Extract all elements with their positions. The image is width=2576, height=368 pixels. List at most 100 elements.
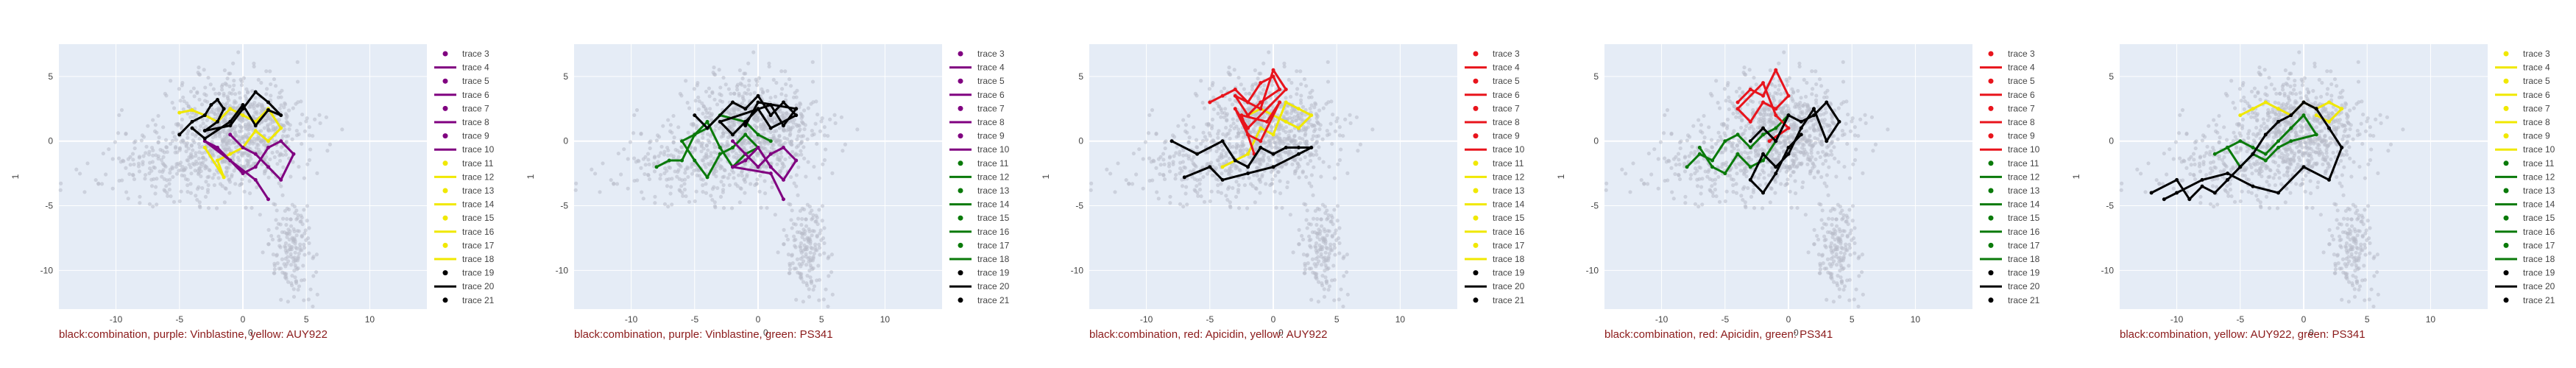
background-point [1839,279,1844,284]
background-point [830,292,835,297]
background-point [1234,150,1238,155]
background-point [1335,219,1340,223]
background-point [819,238,824,242]
background-point [700,101,704,105]
background-point [1291,109,1295,113]
background-point [1155,190,1159,194]
background-point [1337,125,1342,130]
background-point [132,177,137,182]
background-point [1842,229,1847,233]
background-point [204,93,208,98]
background-point [776,250,780,255]
background-point [1326,213,1331,217]
background-point [1219,115,1223,119]
background-point [732,108,737,113]
background-point [171,130,175,135]
background-point [709,154,713,158]
legend-entry: trace 7 [2008,103,2035,113]
series-point-ps341 [705,119,710,124]
background-point [1280,205,1284,210]
background-point [1245,118,1250,122]
background-point [643,171,647,177]
background-point [1334,119,1339,124]
background-point [1319,217,1323,222]
background-point [171,106,177,110]
background-point [268,69,272,74]
series-point-auy922 [1296,126,1301,130]
background-point [1214,149,1219,154]
background-point [1727,95,1731,99]
x-tick-label: 10 [365,314,375,325]
background-point [789,84,793,88]
background-point [1816,170,1820,174]
series-point-apicidin [1264,119,1269,124]
series-point-vinblastine [743,152,748,156]
legend-marker-swatch [1988,51,1994,57]
background-point [1741,171,1747,177]
background-point [713,205,718,210]
background-point [170,100,174,105]
background-point [1840,133,1845,138]
x-tick-label: 0 [2301,314,2307,325]
series-point-apicidin [1748,119,1752,124]
background-point [1801,180,1805,185]
background-point [1185,130,1189,135]
series-point-combination [1786,145,1791,149]
background-point [1174,151,1178,155]
background-point [760,117,764,121]
background-point [806,239,810,244]
y-tick-label: -5 [45,201,53,211]
background-point [1207,87,1212,91]
background-point [157,135,161,140]
background-point [1178,202,1183,206]
background-point [1791,170,1795,174]
background-point [1289,111,1293,116]
background-point [810,247,814,251]
background-point [210,140,214,144]
legend-entry: trace 9 [2008,131,2035,141]
background-point [1869,115,1874,119]
background-point [828,117,832,121]
background-point [308,287,313,291]
background-point [791,121,796,125]
background-point [277,266,281,271]
background-point [1756,176,1761,180]
background-point [222,68,227,73]
background-point [661,124,665,128]
series-point-combination [756,107,760,111]
background-point [264,69,269,74]
background-point [1714,79,1719,83]
background-point [168,171,172,175]
background-point [206,75,210,80]
background-point [1288,94,1293,99]
background-point [222,138,227,143]
background-point [1724,99,1728,103]
background-point [707,94,712,99]
background-point [305,116,309,121]
background-point [1231,117,1235,121]
background-point [1624,171,1628,176]
background-point [1239,82,1243,87]
background-point [806,160,810,164]
background-point [1176,124,1181,128]
background-point [1220,152,1224,156]
background-point [796,134,801,138]
background-point [1301,170,1305,174]
background-point [1219,107,1223,113]
background-point [200,155,205,160]
legend-entry: trace 18 [2008,254,2040,264]
background-point [280,230,285,235]
background-point [1658,140,1663,144]
background-point [1181,118,1186,122]
background-point [1108,171,1113,176]
background-point [799,245,803,250]
background-point [796,123,801,127]
background-point [237,123,242,128]
background-point [291,287,296,291]
background-point [276,95,281,99]
background-point [1708,188,1713,193]
background-point [1309,103,1314,107]
legend-entry: trace 20 [2008,281,2040,291]
legend-entry: trace 7 [462,103,489,113]
legend-entry: trace 15 [977,213,1010,223]
